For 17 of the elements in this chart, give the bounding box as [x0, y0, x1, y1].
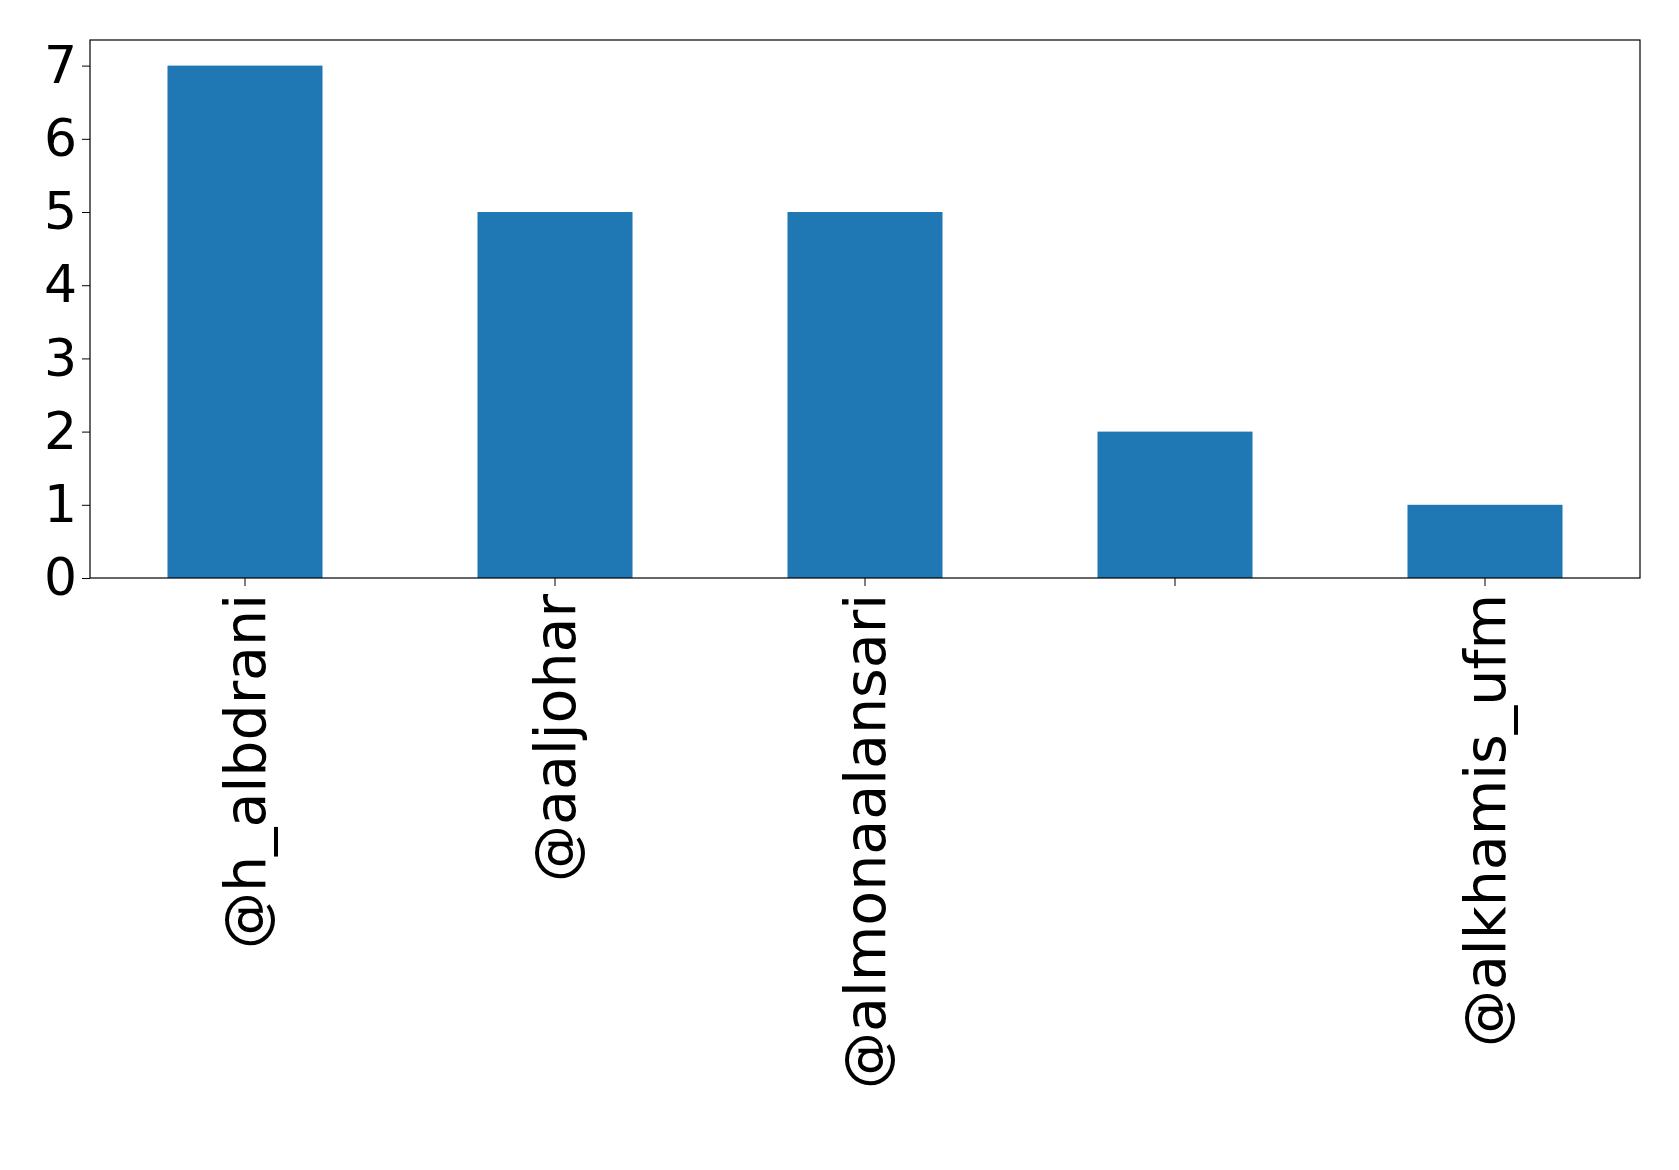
- y-tick-label: 1: [43, 473, 77, 534]
- y-tick-label: 2: [43, 400, 77, 461]
- x-tick-label: @h_albdrani: [211, 594, 278, 950]
- y-tick-label: 5: [43, 181, 77, 242]
- x-tick-label: @alkhamis_ufm: [1451, 594, 1518, 1048]
- x-tick-label: @almonaalansari: [831, 594, 898, 1089]
- y-tick-label: 6: [43, 107, 77, 168]
- x-tick-label: @aaljohar: [521, 593, 588, 882]
- y-tick-label: 7: [43, 34, 77, 95]
- bar: [1407, 504, 1563, 578]
- bar: [167, 65, 323, 578]
- y-tick-label: 3: [43, 327, 77, 388]
- bar: [787, 212, 943, 578]
- bar: [477, 212, 633, 578]
- y-tick-label: 0: [43, 547, 77, 608]
- y-tick-label: 4: [43, 254, 77, 315]
- bar: [1097, 431, 1253, 578]
